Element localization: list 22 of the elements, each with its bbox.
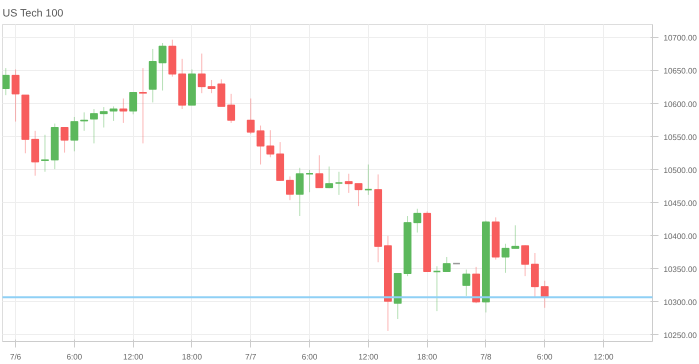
x-tick-label: 12:00 <box>593 352 614 362</box>
y-tick-label: 10600.00 <box>664 100 698 109</box>
x-tick-label: 12:00 <box>358 352 379 362</box>
y-tick-label: 10650.00 <box>664 66 698 76</box>
x-tick-label: 6:00 <box>66 352 83 362</box>
y-tick-label: 10500.00 <box>664 166 698 175</box>
y-tick-label: 10350.00 <box>664 264 698 274</box>
x-tick-label: 7/8 <box>480 352 492 362</box>
x-tick-label: 6:00 <box>536 352 554 362</box>
y-tick-label: 10450.00 <box>664 198 698 208</box>
chart-title: US Tech 100 <box>2 8 64 20</box>
y-tick-label: 10400.00 <box>664 232 698 241</box>
x-tick-label: 18:00 <box>417 352 438 362</box>
y-tick-label: 10250.00 <box>664 330 698 340</box>
x-tick-label: 6:00 <box>302 352 318 362</box>
x-tick-label: 18:00 <box>182 352 203 362</box>
y-tick-label: 10550.00 <box>664 132 698 142</box>
x-tick-label: 7/6 <box>10 352 22 362</box>
y-tick-label: 10300.00 <box>664 298 698 307</box>
y-tick-label: 10700.00 <box>664 34 698 43</box>
x-tick-label: 7/7 <box>245 352 257 362</box>
x-tick-label: 12:00 <box>123 352 144 362</box>
